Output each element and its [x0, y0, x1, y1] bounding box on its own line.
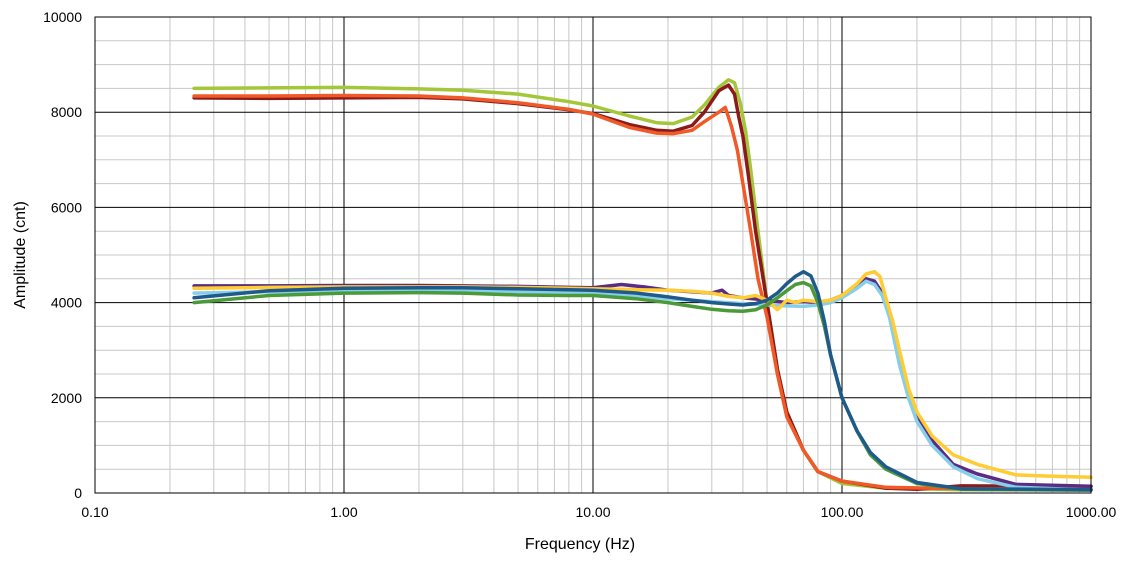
x-axis-title: Frequency (Hz): [525, 536, 635, 553]
y-tick-label: 4000: [51, 295, 82, 311]
x-tick-label: 1000.00: [1066, 504, 1117, 520]
y-axis-title: Amplitude (cnt): [12, 201, 29, 309]
x-tick-label: 1.00: [330, 504, 357, 520]
x-tick-labels: 0.10 1.00 10.00 100.00 1000.00: [81, 504, 1116, 520]
y-tick-label: 6000: [51, 199, 82, 215]
y-tick-label: 2000: [51, 390, 82, 406]
series-line-8: [192, 269, 1093, 492]
x-tick-label: 10.00: [575, 504, 610, 520]
y-tick-labels: 0 2000 4000 6000 8000 10000: [43, 9, 82, 501]
plot-frame: [94, 16, 1092, 494]
x-tick-label: 0.10: [81, 504, 108, 520]
y-tick-label: 0: [74, 485, 82, 501]
y-tick-label: 10000: [43, 9, 82, 25]
y-tick-label: 8000: [51, 104, 82, 120]
series-layer: [192, 78, 1093, 492]
x-tick-label: 100.00: [821, 504, 864, 520]
series-line-5: [192, 279, 1093, 492]
series-line-3: [192, 93, 1093, 491]
